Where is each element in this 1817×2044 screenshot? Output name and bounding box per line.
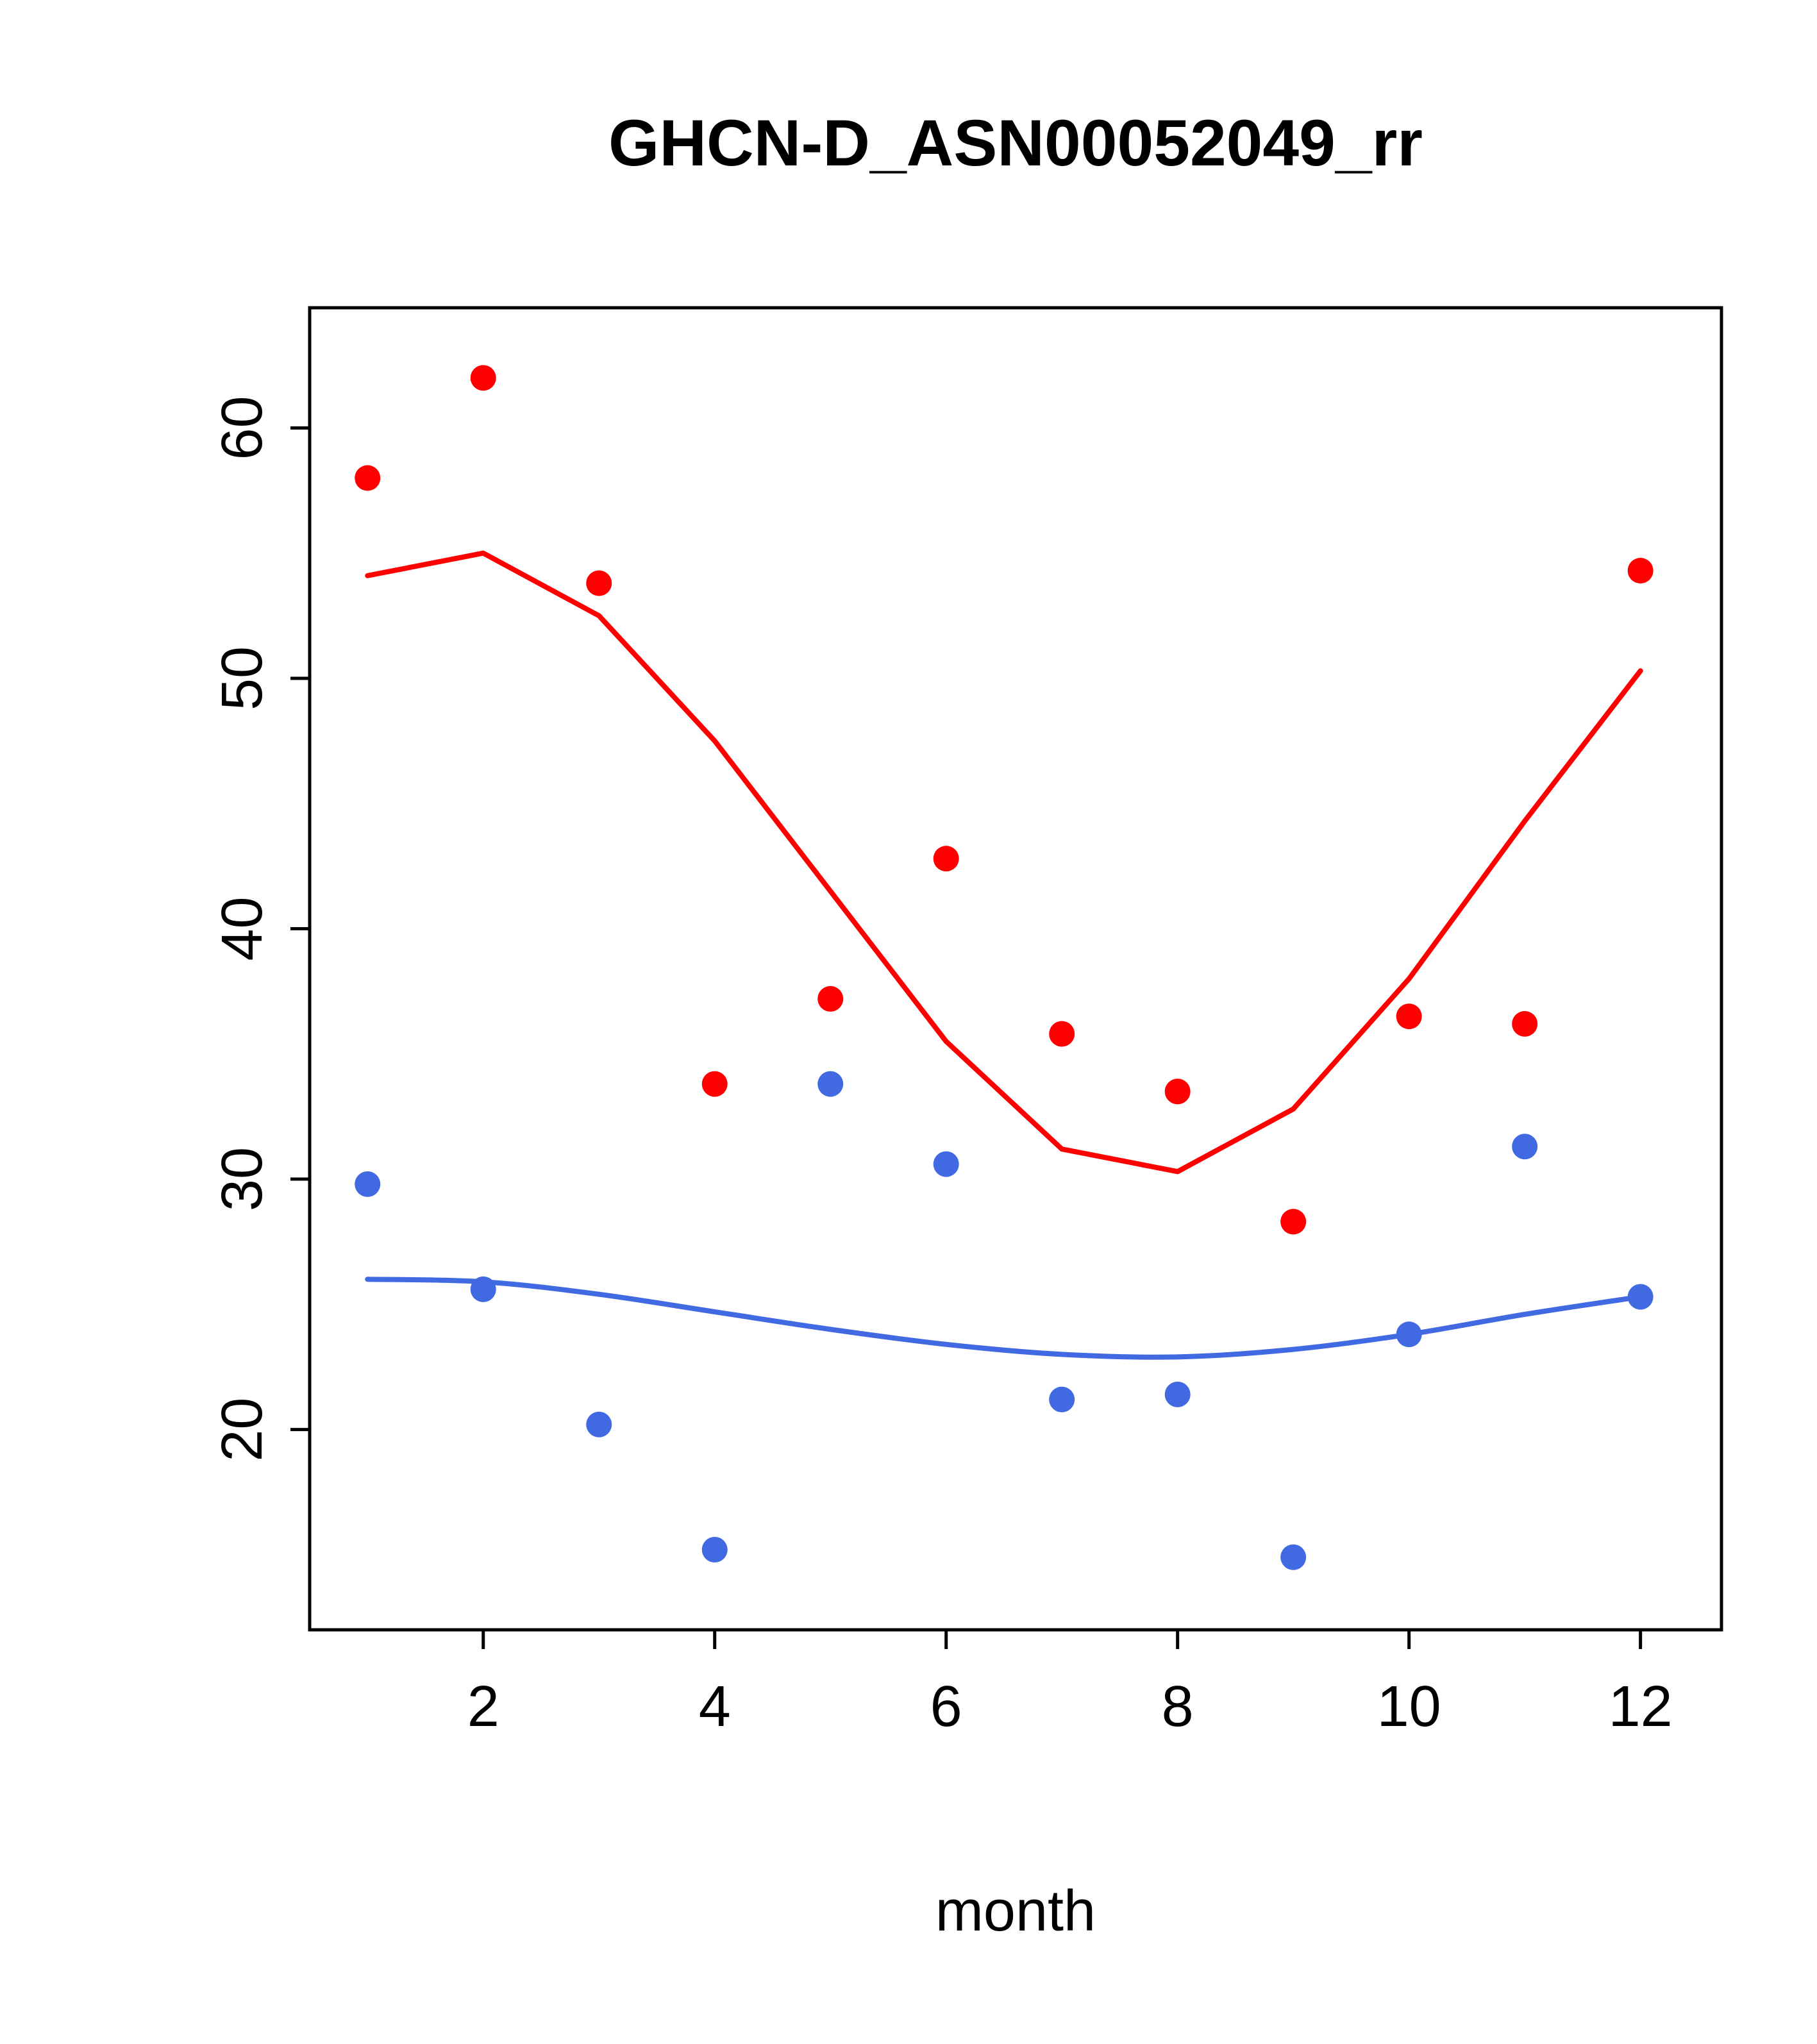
y-tick-label: 50 [210, 646, 274, 710]
blue-scatter-point [933, 1151, 959, 1177]
red-scatter-point [701, 1071, 728, 1097]
y-tick-label: 40 [210, 896, 274, 960]
blue-scatter-point [1049, 1386, 1075, 1412]
x-tick-label: 4 [699, 1675, 731, 1739]
blue-scatter-point [701, 1537, 728, 1563]
x-tick-label: 6 [930, 1675, 962, 1739]
red-scatter-point [817, 985, 844, 1012]
red-scatter-point [1164, 1078, 1191, 1105]
x-tick-label: 2 [467, 1675, 499, 1739]
x-tick-label: 8 [1162, 1675, 1194, 1739]
red-scatter-point [1049, 1021, 1075, 1047]
blue-scatter-point [817, 1071, 844, 1097]
blue-scatter-point [1280, 1544, 1307, 1570]
red-scatter-point [933, 846, 959, 872]
red-scatter-point [1627, 558, 1654, 584]
blue-scatter-point [586, 1411, 612, 1437]
y-tick-label: 60 [210, 396, 274, 460]
red-scatter-point [1280, 1209, 1307, 1235]
red-scatter-point [586, 570, 612, 596]
y-tick-label: 30 [210, 1147, 274, 1211]
blue-scatter-point [355, 1171, 381, 1197]
blue-scatter-point [1164, 1381, 1191, 1407]
red-scatter-point [1396, 1003, 1422, 1030]
chart-title: GHCN-D_ASN00052049_rr [608, 106, 1423, 180]
x-tick-label: 12 [1609, 1675, 1673, 1739]
red-scatter-point [355, 465, 381, 491]
red-trend-line [365, 550, 1643, 1175]
blue-scatter-point [1396, 1321, 1422, 1348]
x-tick-label: 10 [1377, 1675, 1441, 1739]
blue-scatter-point [470, 1276, 496, 1302]
blue-trend-line [365, 1277, 1643, 1360]
y-tick-label: 20 [210, 1398, 274, 1462]
red-scatter-point [470, 365, 496, 391]
x-axis-label: month [935, 1879, 1096, 1943]
blue-scatter-point [1512, 1134, 1538, 1160]
plot-box [308, 306, 1723, 1632]
blue-scatter-point [1627, 1284, 1654, 1310]
red-scatter-point [1512, 1010, 1538, 1037]
